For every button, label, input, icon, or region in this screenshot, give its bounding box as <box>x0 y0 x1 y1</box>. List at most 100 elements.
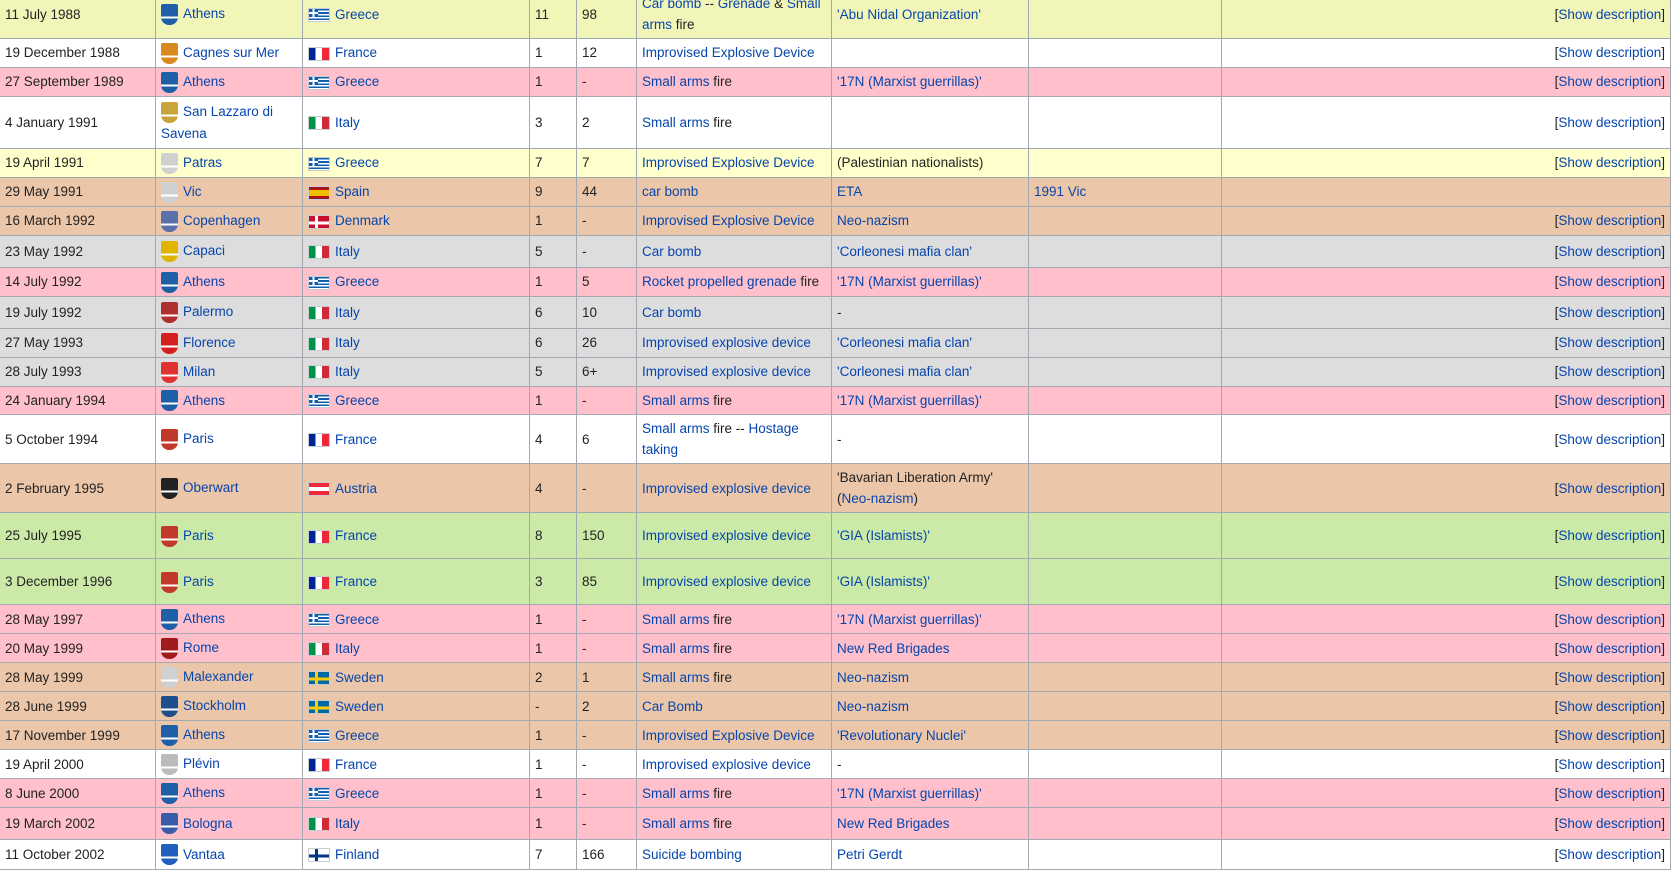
country-link[interactable]: France <box>335 45 378 61</box>
attack-type-link[interactable]: Rocket propelled grenade <box>642 274 797 290</box>
perpetrator-link[interactable]: '17N (Marxist guerrillas)' <box>837 274 982 290</box>
show-description-link[interactable]: [Show description] <box>1554 816 1665 831</box>
show-description-link[interactable]: [Show description] <box>1554 669 1665 685</box>
country-link[interactable]: France <box>335 431 378 447</box>
attack-type-link[interactable]: Small arms <box>642 669 710 685</box>
country-link[interactable]: Greece <box>335 392 380 408</box>
attack-type-link[interactable]: Car bomb <box>642 0 702 11</box>
show-description-link[interactable]: [Show description] <box>1554 480 1665 496</box>
perpetrator-link[interactable]: 'Corleonesi mafia clan' <box>837 364 972 380</box>
country-link[interactable]: France <box>335 528 378 544</box>
country-link[interactable]: Italy <box>335 243 360 259</box>
attack-type-link[interactable]: Small arms <box>642 785 710 801</box>
attack-type-link[interactable]: Improvised Explosive Device <box>642 155 815 171</box>
country-link[interactable]: Sweden <box>335 698 384 714</box>
attack-type-link[interactable]: Improvised explosive device <box>642 756 811 772</box>
country-link[interactable]: France <box>335 574 378 590</box>
attack-type-link[interactable]: Small arms <box>642 816 710 831</box>
show-description-link[interactable]: [Show description] <box>1554 6 1665 22</box>
perpetrator-link[interactable]: Neo-nazism <box>837 698 910 714</box>
city-link[interactable]: Athens <box>183 73 226 89</box>
country-link[interactable]: Greece <box>335 74 380 90</box>
city-link[interactable]: San Lazzaro di Savena <box>161 103 274 141</box>
show-description-link[interactable]: [Show description] <box>1554 304 1665 320</box>
country-link[interactable]: Greece <box>335 6 380 22</box>
attack-type-link[interactable]: Small arms <box>642 74 710 90</box>
perpetrator-link[interactable]: 'Revolutionary Nuclei' <box>837 727 966 743</box>
country-link[interactable]: Spain <box>335 184 370 200</box>
city-link[interactable]: Stockholm <box>183 698 247 714</box>
show-description-link[interactable]: [Show description] <box>1554 392 1665 408</box>
perpetrator-link[interactable]: '17N (Marxist guerrillas)' <box>837 74 982 90</box>
country-link[interactable]: Italy <box>335 640 360 656</box>
perpetrator-link[interactable]: '17N (Marxist guerrillas)' <box>837 392 982 408</box>
show-description-link[interactable]: [Show description] <box>1554 611 1665 627</box>
perpetrator-link[interactable]: 'GIA (Islamists)' <box>837 574 930 590</box>
show-description-link[interactable]: [Show description] <box>1554 640 1665 656</box>
city-link[interactable]: Florence <box>183 334 236 350</box>
show-description-link[interactable]: [Show description] <box>1554 45 1665 61</box>
country-link[interactable]: Denmark <box>335 213 390 229</box>
city-link[interactable]: Milan <box>183 363 216 379</box>
attack-type-link[interactable]: car bomb <box>642 184 699 200</box>
country-link[interactable]: Italy <box>335 816 360 831</box>
city-link[interactable]: Athens <box>183 727 226 743</box>
city-link[interactable]: Palermo <box>183 304 234 320</box>
city-link[interactable]: Athens <box>183 6 226 22</box>
perpetrator-link[interactable]: '17N (Marxist guerrillas)' <box>837 611 982 627</box>
perpetrator-link[interactable]: 'Corleonesi mafia clan' <box>837 335 972 351</box>
show-description-link[interactable]: [Show description] <box>1554 847 1665 862</box>
country-link[interactable]: France <box>335 756 378 772</box>
city-link[interactable]: Vantaa <box>183 846 225 862</box>
city-link[interactable]: Patras <box>183 154 223 170</box>
perpetrator-link[interactable]: Petri Gerdt <box>837 847 903 862</box>
city-link[interactable]: Cagnes sur Mer <box>183 45 280 60</box>
show-description-link[interactable]: [Show description] <box>1554 364 1665 380</box>
city-link[interactable]: Capaci <box>183 243 226 259</box>
attack-type-link[interactable]: Improvised Explosive Device <box>642 727 815 743</box>
perpetrator-link[interactable]: 'Corleonesi mafia clan' <box>837 243 972 259</box>
perpetrator-link[interactable]: New Red Brigades <box>837 816 950 831</box>
attack-type-link[interactable]: Grenade <box>717 0 771 11</box>
attack-type-link[interactable]: Car bomb <box>642 243 702 259</box>
country-link[interactable]: Greece <box>335 274 380 290</box>
show-description-link[interactable]: [Show description] <box>1554 155 1665 171</box>
attack-type-link[interactable]: Improvised explosive device <box>642 364 811 380</box>
city-link[interactable]: Copenhagen <box>183 212 261 228</box>
city-link[interactable]: Athens <box>183 785 226 801</box>
city-link[interactable]: Athens <box>183 273 226 289</box>
city-link[interactable]: Vic <box>183 183 202 199</box>
show-description-link[interactable]: [Show description] <box>1554 431 1665 447</box>
perpetrator-link[interactable]: '17N (Marxist guerrillas)' <box>837 785 982 801</box>
show-description-link[interactable]: [Show description] <box>1554 243 1665 259</box>
perpetrator-link[interactable]: Neo-nazism <box>837 213 910 229</box>
perpetrator-link[interactable]: 'GIA (Islamists)' <box>837 528 930 544</box>
attack-type-link[interactable]: Suicide bombing <box>642 847 742 862</box>
attack-type-link[interactable]: Car Bomb <box>642 698 703 714</box>
part-of-link[interactable]: 1991 Vic <box>1034 184 1087 200</box>
attack-type-link[interactable]: Hostage taking <box>642 421 799 458</box>
attack-type-link[interactable]: Small arms <box>642 611 710 627</box>
show-description-link[interactable]: [Show description] <box>1554 574 1665 590</box>
attack-type-link[interactable]: Improvised explosive device <box>642 480 811 496</box>
city-link[interactable]: Paris <box>183 527 214 543</box>
city-link[interactable]: Bologna <box>183 815 233 831</box>
attack-type-link[interactable]: Improvised explosive device <box>642 528 811 544</box>
country-link[interactable]: Finland <box>335 847 380 862</box>
country-link[interactable]: Sweden <box>335 669 384 685</box>
attack-type-link[interactable]: Improvised Explosive Device <box>642 213 815 229</box>
city-link[interactable]: Malexander <box>183 669 254 685</box>
attack-type-link[interactable]: Small arms <box>642 640 710 656</box>
perpetrator-link[interactable]: 'Abu Nidal Organization' <box>837 6 981 22</box>
attack-type-link[interactable]: Car bomb <box>642 304 702 320</box>
attack-type-link[interactable]: Improvised explosive device <box>642 574 811 590</box>
show-description-link[interactable]: [Show description] <box>1554 785 1665 801</box>
country-link[interactable]: Italy <box>335 364 360 380</box>
country-link[interactable]: Austria <box>335 480 378 496</box>
perpetrator-link[interactable]: ETA <box>837 184 863 200</box>
show-description-link[interactable]: [Show description] <box>1554 114 1665 130</box>
attack-type-link[interactable]: Small arms <box>642 0 821 32</box>
country-link[interactable]: Italy <box>335 114 360 130</box>
attack-type-link[interactable]: Small arms <box>642 392 710 408</box>
attack-type-link[interactable]: Improvised explosive device <box>642 335 811 351</box>
